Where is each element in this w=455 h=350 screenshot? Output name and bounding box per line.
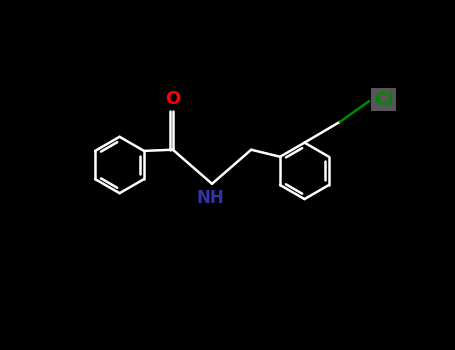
Text: NH: NH <box>196 189 224 206</box>
Text: Cl: Cl <box>374 91 393 108</box>
Text: O: O <box>165 90 181 108</box>
